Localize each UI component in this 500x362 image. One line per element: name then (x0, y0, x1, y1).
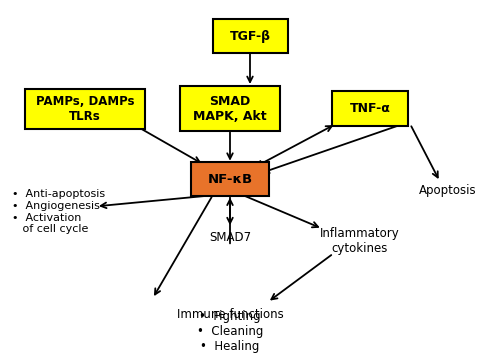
Text: SMAD
MAPK, Akt: SMAD MAPK, Akt (193, 94, 267, 123)
Text: Immune functions: Immune functions (176, 308, 284, 321)
Text: SMAD7: SMAD7 (209, 231, 251, 244)
FancyBboxPatch shape (25, 89, 145, 129)
Text: PAMPs, DAMPs
TLRs: PAMPs, DAMPs TLRs (36, 94, 134, 123)
Text: TNF-α: TNF-α (350, 102, 391, 115)
FancyBboxPatch shape (332, 92, 407, 126)
FancyBboxPatch shape (180, 86, 280, 131)
FancyBboxPatch shape (191, 162, 269, 196)
Text: Inflammatory
cytokines: Inflammatory cytokines (320, 227, 400, 255)
Text: •  Anti-apoptosis
•  Angiogenesis
•  Activation
   of cell cycle: • Anti-apoptosis • Angiogenesis • Activa… (12, 189, 106, 234)
Text: •  Fighting
•  Cleaning
•  Healing: • Fighting • Cleaning • Healing (197, 310, 263, 353)
Text: Apoptosis: Apoptosis (418, 184, 476, 197)
Text: NF-κB: NF-κB (208, 173, 252, 186)
Text: TGF-β: TGF-β (230, 30, 270, 43)
FancyBboxPatch shape (212, 19, 288, 53)
